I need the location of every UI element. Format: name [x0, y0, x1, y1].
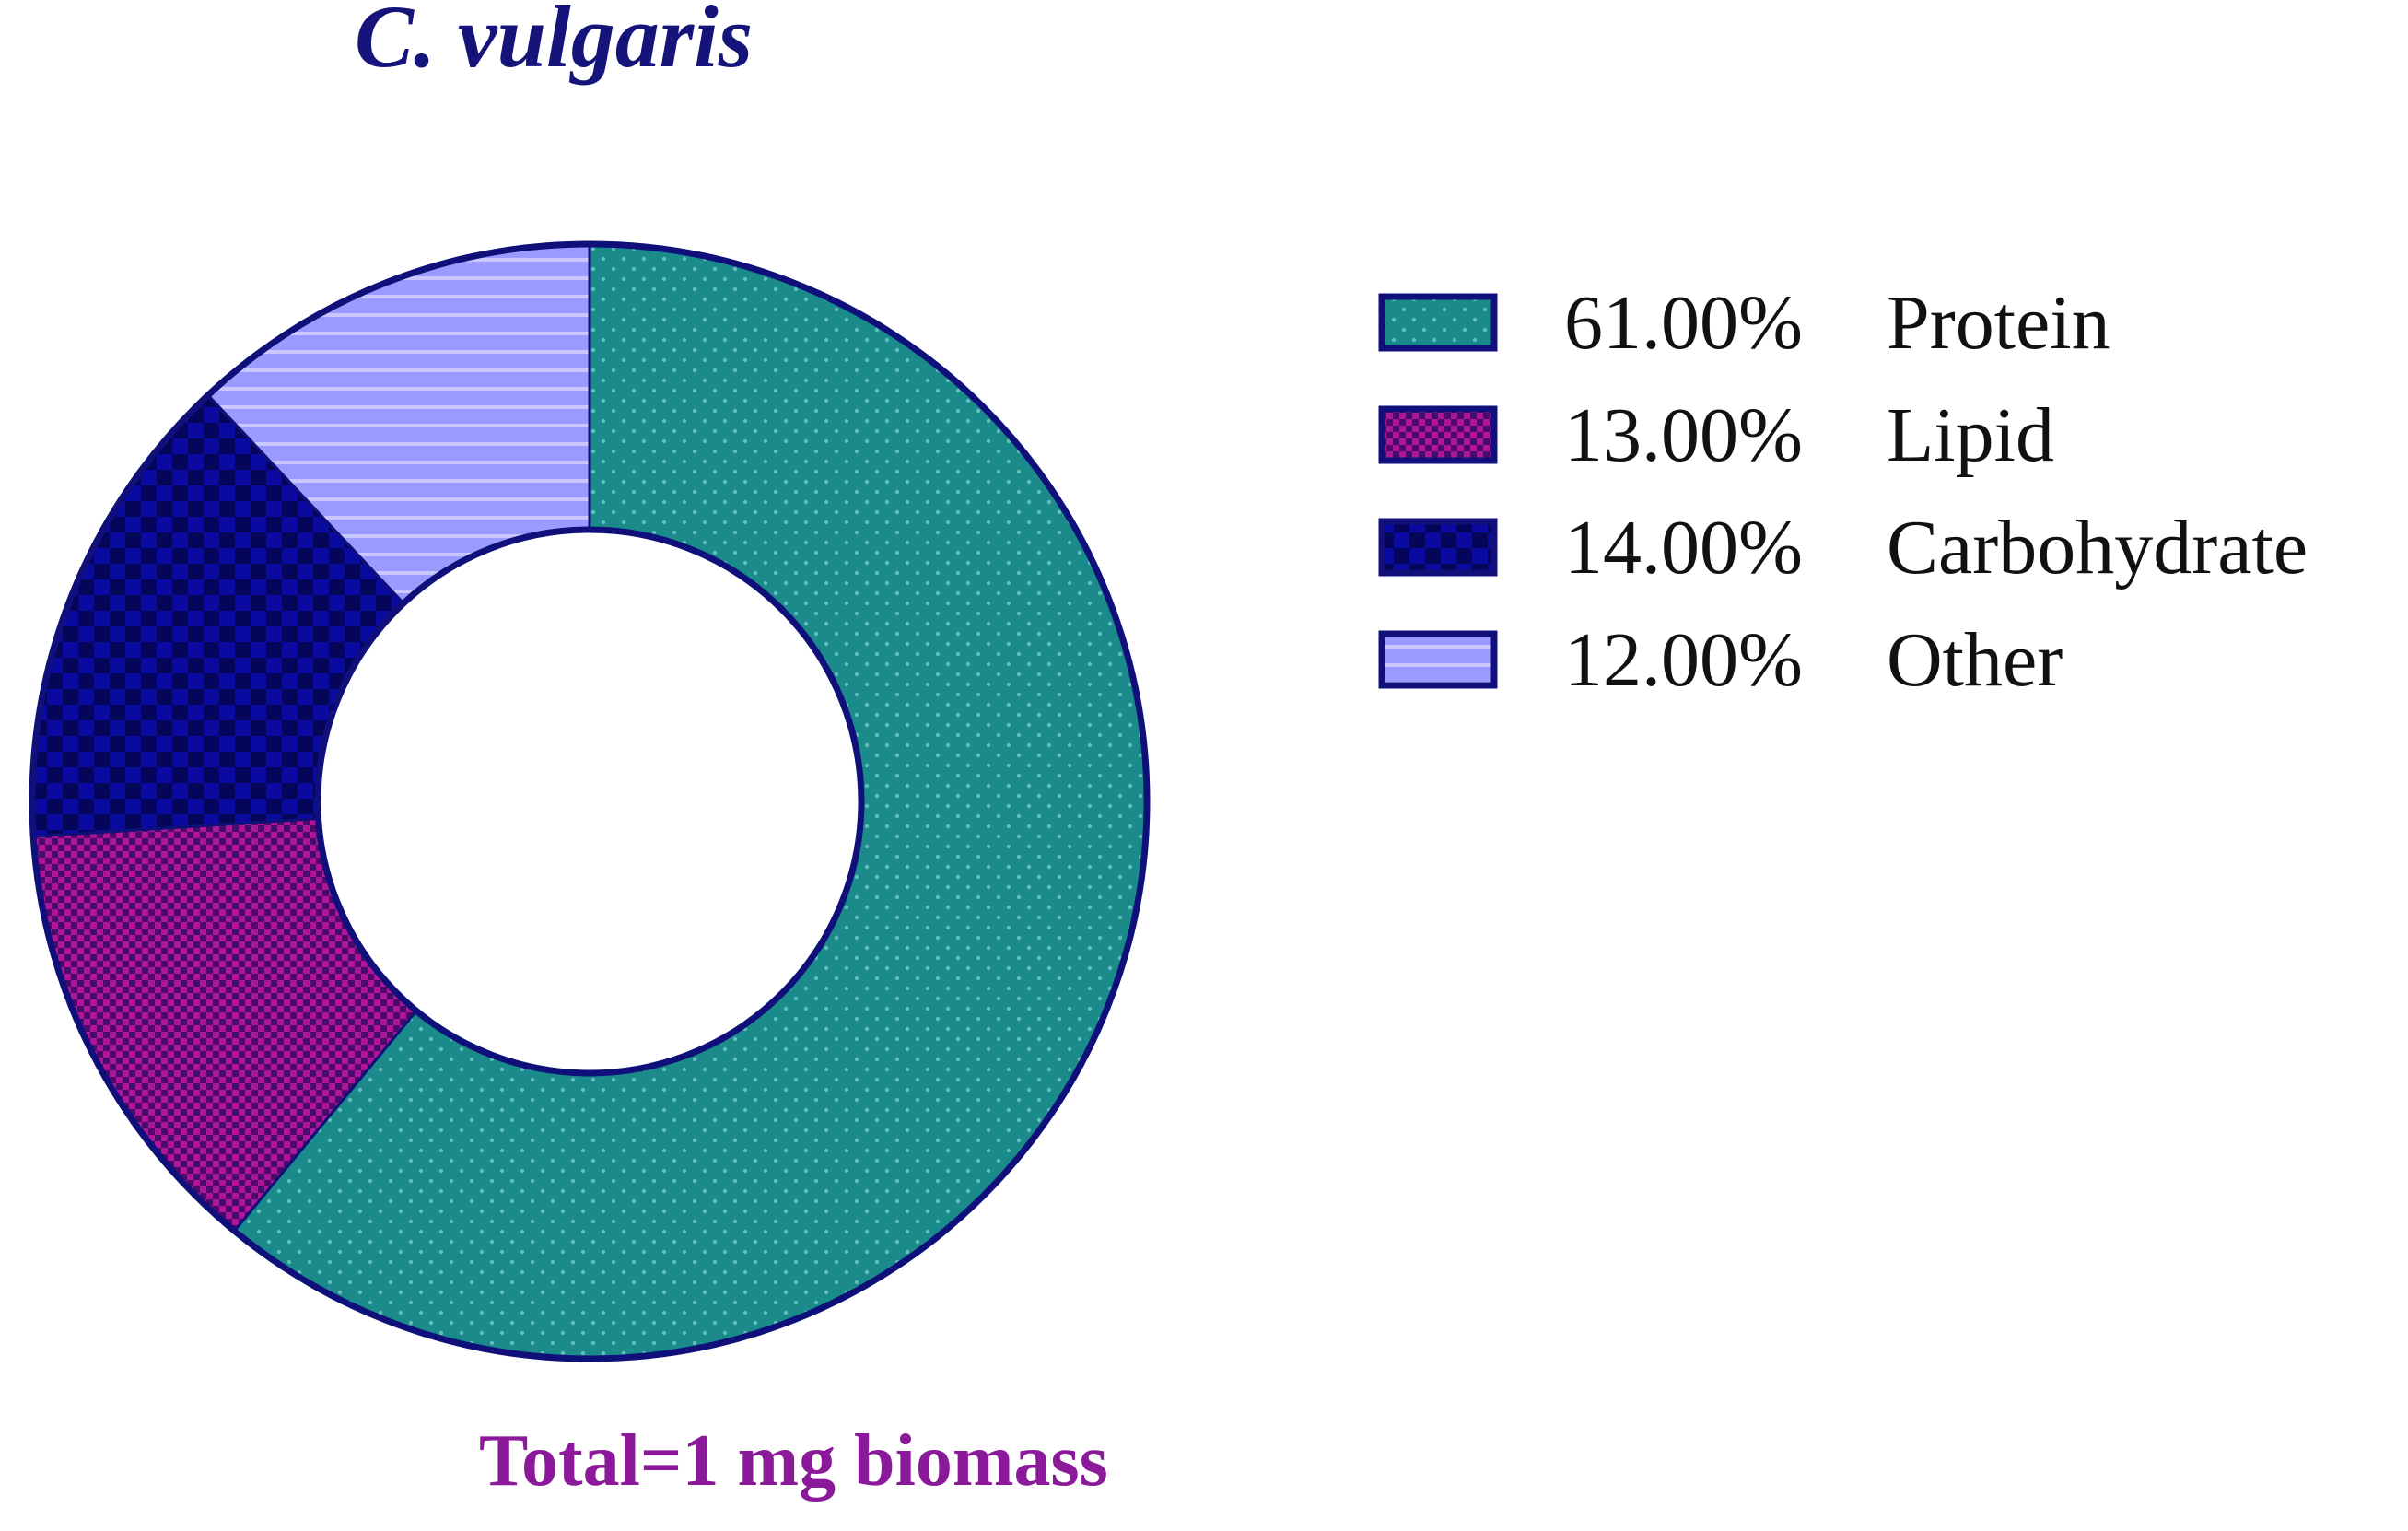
legend-label-other: Other	[1887, 617, 2063, 703]
legend-swatch-lipid	[1378, 405, 1498, 464]
donut-inner-ring	[314, 526, 865, 1077]
legend-swatch-carbohydrate	[1378, 518, 1498, 577]
legend-label-protein: Protein	[1887, 280, 2110, 366]
donut-slices	[29, 240, 1151, 1362]
chart-title: C. vulgaris	[355, 0, 753, 86]
donut-outer-ring	[29, 240, 1151, 1362]
legend-label-lipid: Lipid	[1887, 392, 2054, 478]
chart-footnote: Total=1 mg biomass	[479, 1420, 1108, 1502]
legend-value-carbohydrate: 14.00%	[1564, 505, 1803, 590]
legend-value-other: 12.00%	[1564, 617, 1803, 703]
legend-value-protein: 61.00%	[1564, 280, 1803, 366]
legend-value-lipid: 13.00%	[1564, 392, 1803, 478]
legend-swatch-other	[1378, 630, 1498, 689]
legend-swatch-protein	[1378, 293, 1498, 352]
legend-label-carbohydrate: Carbohydrate	[1887, 505, 2308, 590]
legend: 61.00% Protein 13.00% Lipid 14.00% Carbohydra…	[1378, 280, 2308, 703]
